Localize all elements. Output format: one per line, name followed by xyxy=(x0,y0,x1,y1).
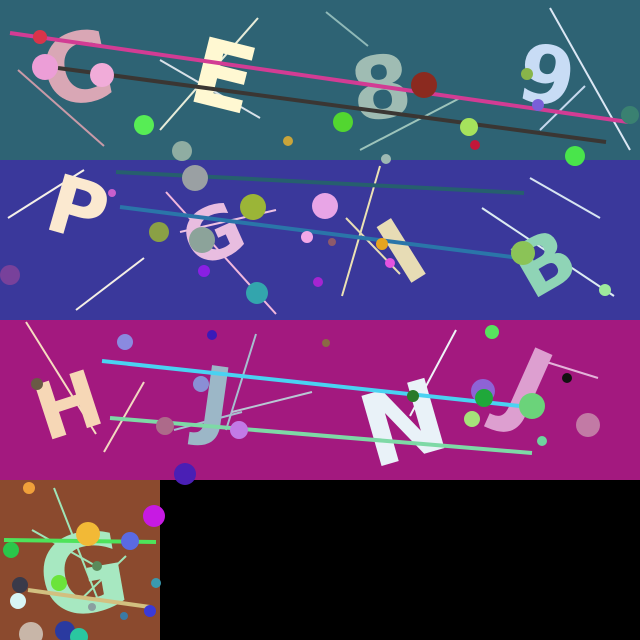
panel-2-background xyxy=(0,160,640,320)
tan-line xyxy=(27,588,151,609)
dot xyxy=(193,376,209,392)
dot xyxy=(599,284,611,296)
dot xyxy=(246,282,268,304)
dot xyxy=(240,194,266,220)
dot xyxy=(537,436,547,446)
line xyxy=(25,321,97,435)
dot xyxy=(55,621,75,640)
dot xyxy=(76,522,100,546)
dot xyxy=(312,193,338,219)
line xyxy=(7,169,85,219)
dot xyxy=(283,136,293,146)
dot xyxy=(156,417,174,435)
line xyxy=(173,411,243,431)
dot xyxy=(328,238,336,246)
dot xyxy=(464,411,480,427)
magenta-line xyxy=(9,31,629,124)
dot xyxy=(198,265,210,277)
line xyxy=(53,487,103,611)
line xyxy=(69,555,127,611)
line xyxy=(159,17,259,131)
dot xyxy=(189,227,215,253)
dot xyxy=(33,30,47,44)
dot xyxy=(151,578,161,588)
dot xyxy=(313,277,323,287)
dot xyxy=(90,63,114,87)
dot xyxy=(3,542,19,558)
dot xyxy=(19,622,43,640)
dot xyxy=(565,146,585,166)
line xyxy=(17,69,105,147)
dot xyxy=(172,141,192,161)
line xyxy=(75,257,145,311)
line xyxy=(359,97,461,151)
dot xyxy=(134,115,154,135)
dot xyxy=(207,330,217,340)
dot xyxy=(562,373,572,383)
dot xyxy=(0,265,20,285)
empty-region xyxy=(160,480,640,640)
dot xyxy=(121,532,139,550)
dot xyxy=(333,112,353,132)
panel-4: G xyxy=(3,482,165,640)
dot xyxy=(411,72,437,98)
dot xyxy=(381,154,391,164)
dot xyxy=(51,575,67,591)
panel-4-background xyxy=(0,480,160,640)
dot xyxy=(92,561,102,571)
dot xyxy=(519,393,545,419)
mint-line xyxy=(109,416,533,455)
dot xyxy=(521,68,533,80)
dot xyxy=(32,54,58,80)
dot xyxy=(322,339,330,347)
line xyxy=(529,177,601,219)
dot xyxy=(143,505,165,527)
dot xyxy=(182,165,208,191)
dot xyxy=(12,577,28,593)
dot xyxy=(532,99,544,111)
dot xyxy=(23,482,35,494)
line xyxy=(31,529,97,567)
dot xyxy=(376,238,388,250)
dot xyxy=(70,628,88,640)
line xyxy=(549,7,631,151)
dot xyxy=(88,603,96,611)
dot xyxy=(407,390,419,402)
dot xyxy=(385,258,395,268)
dot xyxy=(576,413,600,437)
dot xyxy=(149,222,169,242)
line xyxy=(409,329,457,417)
dot xyxy=(470,140,480,150)
dot xyxy=(301,231,313,243)
dot xyxy=(10,593,26,609)
line xyxy=(325,11,369,47)
dot xyxy=(460,118,478,136)
dot xyxy=(174,463,196,485)
dot xyxy=(511,241,535,265)
line xyxy=(539,359,599,379)
line xyxy=(539,85,586,131)
line xyxy=(481,207,615,297)
line xyxy=(231,391,313,413)
dot xyxy=(485,325,499,339)
dot xyxy=(117,334,133,350)
dot xyxy=(108,189,116,197)
line xyxy=(341,165,381,297)
blue-line xyxy=(119,205,521,260)
dot xyxy=(120,612,128,620)
cyan-line xyxy=(101,359,521,408)
dot xyxy=(31,378,43,390)
dot xyxy=(144,605,156,617)
dot xyxy=(230,421,248,439)
dark-line xyxy=(57,66,607,144)
panel-1: C E 8 9 xyxy=(9,7,639,166)
dot xyxy=(475,389,493,407)
line xyxy=(103,381,145,453)
dot xyxy=(621,106,639,124)
